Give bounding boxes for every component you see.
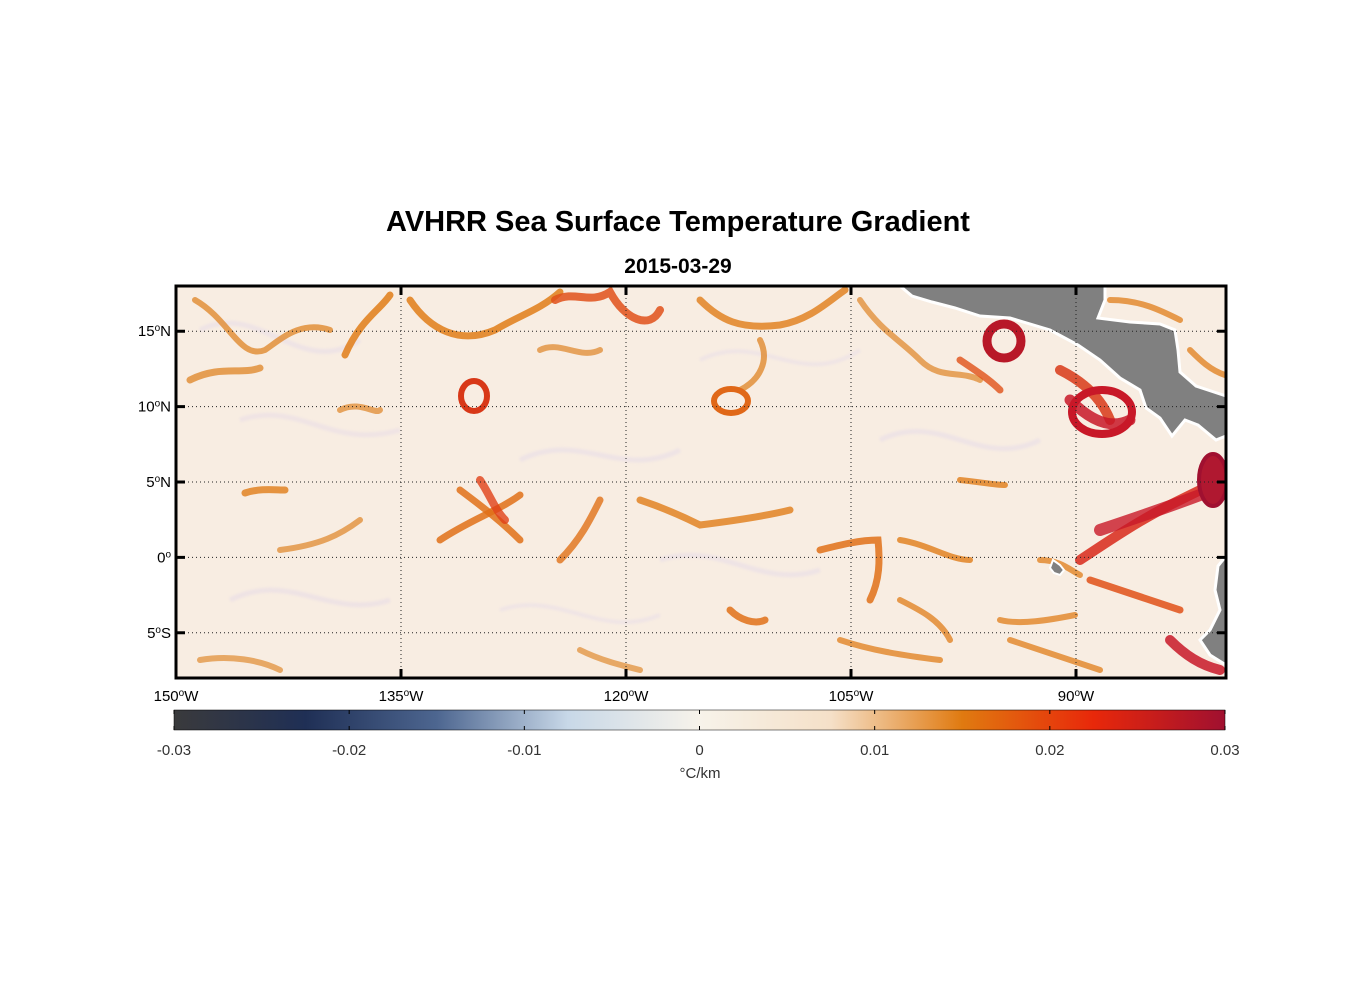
colorbar: -0.03 -0.02 -0.01 0 0.01 0.02 0.03 °C/km bbox=[157, 709, 1240, 782]
colorbar-tick-label: -0.03 bbox=[157, 742, 191, 759]
lon-tick-label: 105oW bbox=[829, 688, 875, 706]
gradient-fronts bbox=[186, 286, 1226, 675]
latitude-ticks: 15oN 10oN 5oN 0o 5oS bbox=[138, 323, 1226, 642]
lat-tick-label: 5oN bbox=[146, 474, 171, 492]
eddy-rings bbox=[458, 319, 1226, 508]
colorbar-tick-label: 0.02 bbox=[1035, 742, 1064, 759]
south-america-coast bbox=[1198, 553, 1226, 667]
map-title: AVHRR Sea Surface Temperature Gradient bbox=[386, 206, 970, 238]
land bbox=[897, 286, 1226, 667]
galapagos-island bbox=[1048, 558, 1066, 577]
lat-tick-label: 15oN bbox=[138, 323, 171, 341]
front-82W-4N bbox=[1197, 452, 1226, 508]
eddy-ring-113W-10N bbox=[711, 386, 751, 416]
map-grid bbox=[176, 286, 1226, 678]
eddy-ring-95W-14N bbox=[982, 319, 1026, 363]
lat-tick-label: 0o bbox=[157, 549, 171, 567]
lon-tick-label: 150oW bbox=[154, 688, 200, 706]
longitude-ticks: 150oW 135oW 120oW 105oW 90oW bbox=[154, 286, 1095, 705]
colorbar-tick-label: -0.02 bbox=[332, 742, 366, 759]
map-subtitle: 2015-03-29 bbox=[624, 255, 732, 278]
lon-tick-label: 135oW bbox=[379, 688, 425, 706]
colorbar-tick-label: 0 bbox=[695, 742, 703, 759]
lat-tick-label: 5oS bbox=[147, 624, 171, 642]
pale-texture bbox=[198, 320, 1042, 625]
lon-tick-label: 90oW bbox=[1058, 688, 1095, 706]
colorbar-tick-label: 0.01 bbox=[860, 742, 889, 759]
colorbar-tick-label: -0.01 bbox=[507, 742, 541, 759]
colorbar-tick-label: 0.03 bbox=[1210, 742, 1239, 759]
eddy-ring-133W-11N bbox=[458, 378, 490, 414]
front-87W-10N bbox=[1068, 386, 1136, 438]
map-area bbox=[176, 286, 1226, 678]
lon-tick-label: 120oW bbox=[604, 688, 650, 706]
central-america-landmass bbox=[897, 286, 1226, 442]
lat-tick-label: 10oN bbox=[138, 398, 171, 416]
colorbar-unit-label: °C/km bbox=[680, 765, 721, 782]
colorbar-ticks: -0.03 -0.02 -0.01 0 0.01 0.02 0.03 bbox=[157, 710, 1240, 759]
